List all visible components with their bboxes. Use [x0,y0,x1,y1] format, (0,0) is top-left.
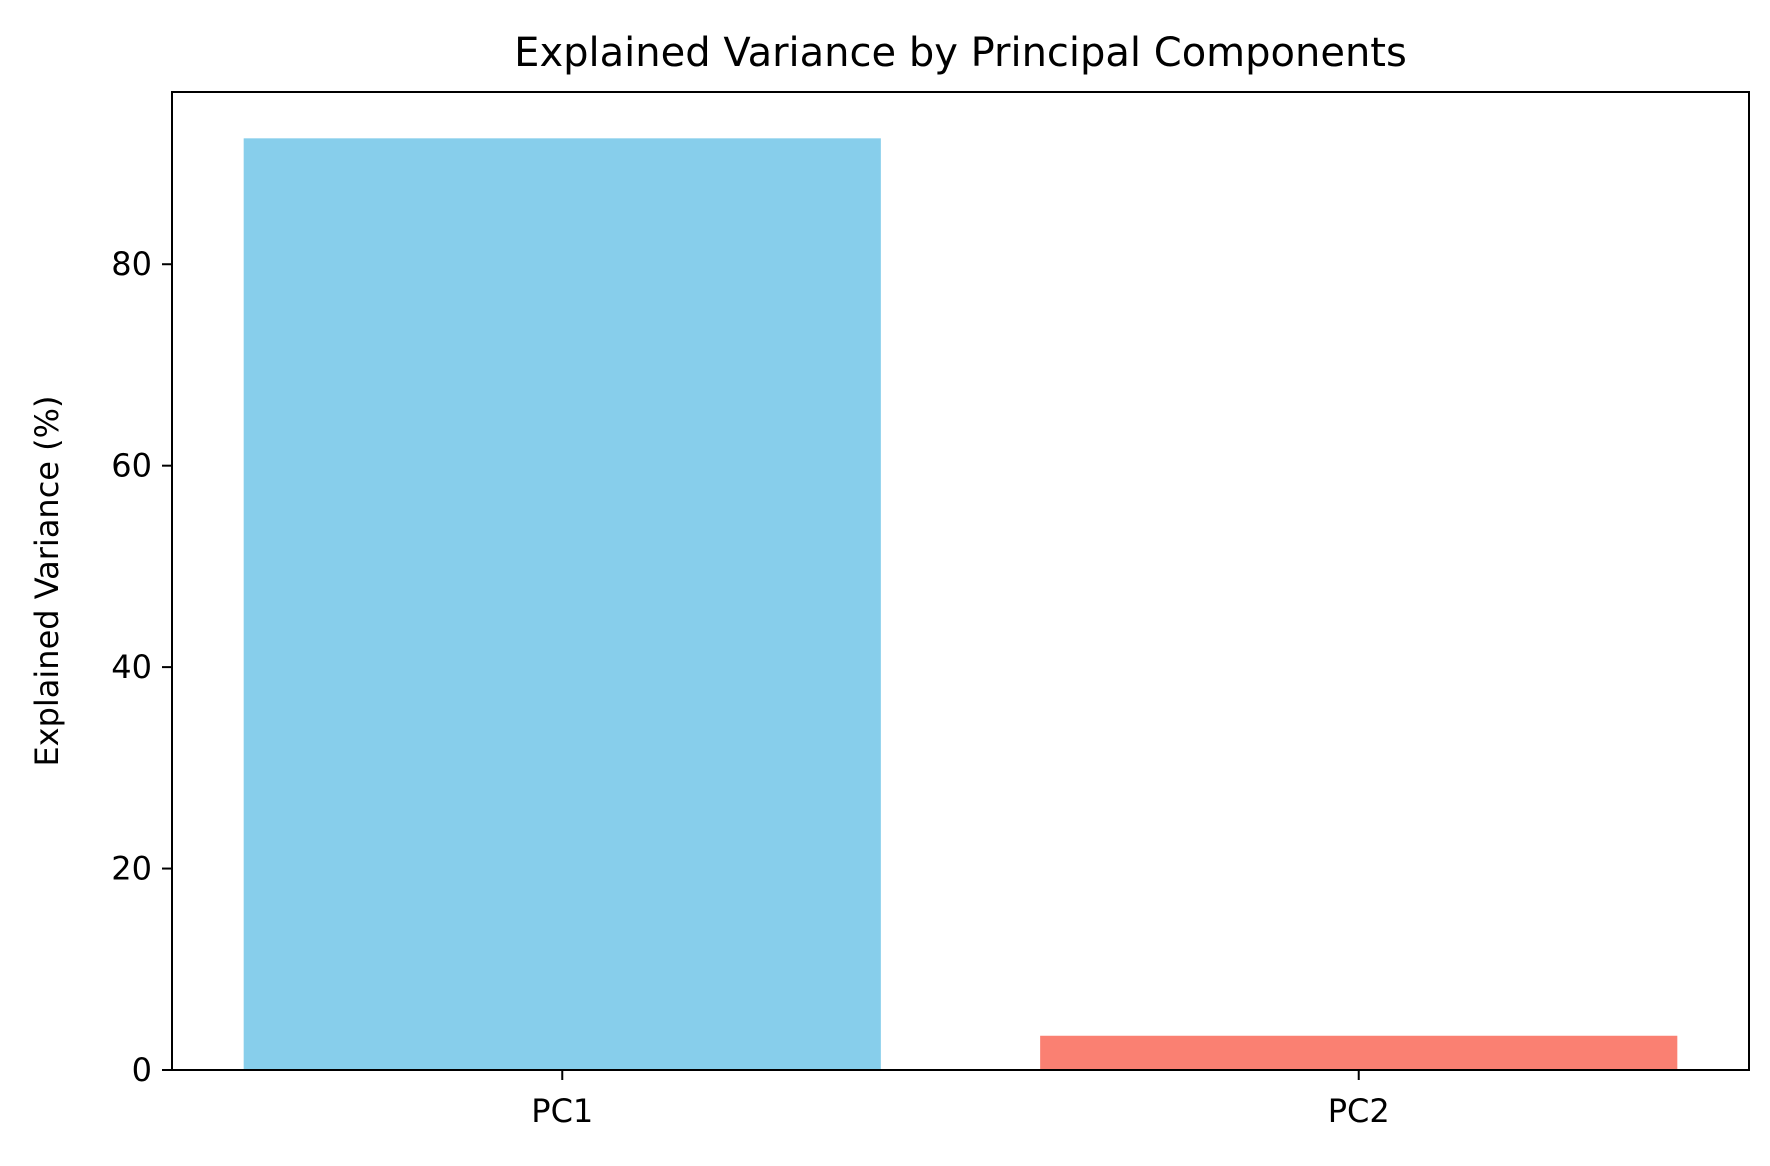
y-tick-label-40: 40 [111,648,152,686]
bar-pc2 [1040,1035,1678,1070]
y-tick-label-80: 80 [111,245,152,283]
x-axis-ticks: PC1 PC2 [531,1070,1390,1130]
y-tick-label-0: 0 [132,1051,152,1089]
y-tick-label-60: 60 [111,447,152,485]
y-axis-ticks: 0 20 40 60 80 [111,245,172,1089]
bar-pc1 [243,138,881,1071]
chart-title: Explained Variance by Principal Componen… [514,30,1407,76]
x-tick-label-pc1: PC1 [531,1092,593,1130]
plot-frame [171,91,1750,1071]
x-tick-label-pc2: PC2 [1328,1092,1390,1130]
y-axis-label: Explained Variance (%) [28,395,66,766]
bars-layer [243,138,1678,1071]
y-tick-label-20: 20 [111,850,152,888]
